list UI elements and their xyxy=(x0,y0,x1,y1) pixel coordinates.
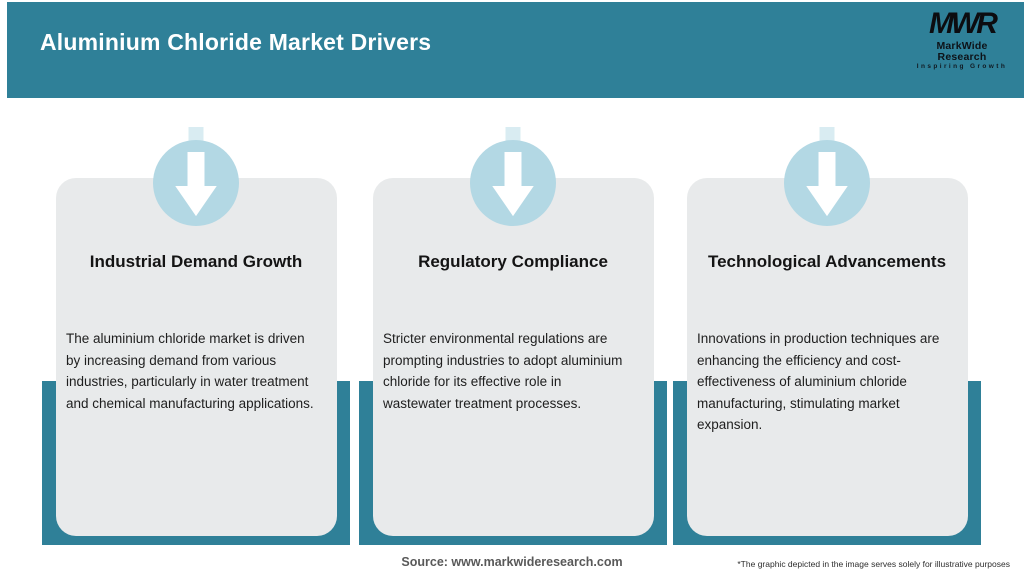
driver-card-industrial-demand-growth: Industrial Demand Growth The aluminium c… xyxy=(42,0,350,576)
down-arrow-icon xyxy=(784,140,870,226)
logo-tagline: Inspiring Growth xyxy=(916,63,1008,70)
page-title: Aluminium Chloride Market Drivers xyxy=(40,29,432,55)
card-description: The aluminium chloride market is driven … xyxy=(66,331,314,411)
driver-card-regulatory-compliance: Regulatory Compliance Stricter environme… xyxy=(359,0,667,576)
mwr-logo-icon: MWR xyxy=(929,7,998,40)
markwide-research-logo: MWR MarkWide Research Inspiring Growth xyxy=(912,9,1012,71)
down-arrow-icon xyxy=(470,140,556,226)
card-panel xyxy=(373,178,654,536)
card-description: Stricter environmental regulations are p… xyxy=(383,331,623,411)
source-attribution: Source: www.markwideresearch.com xyxy=(401,555,623,569)
card-description: Innovations in production techniques are… xyxy=(697,331,940,432)
card-title: Technological Advancements xyxy=(707,252,947,271)
card-title: Industrial Demand Growth xyxy=(89,252,303,271)
card-title: Regulatory Compliance xyxy=(418,252,608,271)
driver-card-technological-advancements: Technological Advancements Innovations i… xyxy=(673,0,981,576)
header-banner: Aluminium Chloride Market Drivers MWR Ma… xyxy=(7,2,1024,98)
logo-company-name: MarkWide Research xyxy=(936,40,988,63)
disclaimer-note: *The graphic depicted in the image serve… xyxy=(737,559,1010,569)
card-panel xyxy=(687,178,968,536)
down-arrow-icon xyxy=(153,140,239,226)
card-panel xyxy=(56,178,337,536)
